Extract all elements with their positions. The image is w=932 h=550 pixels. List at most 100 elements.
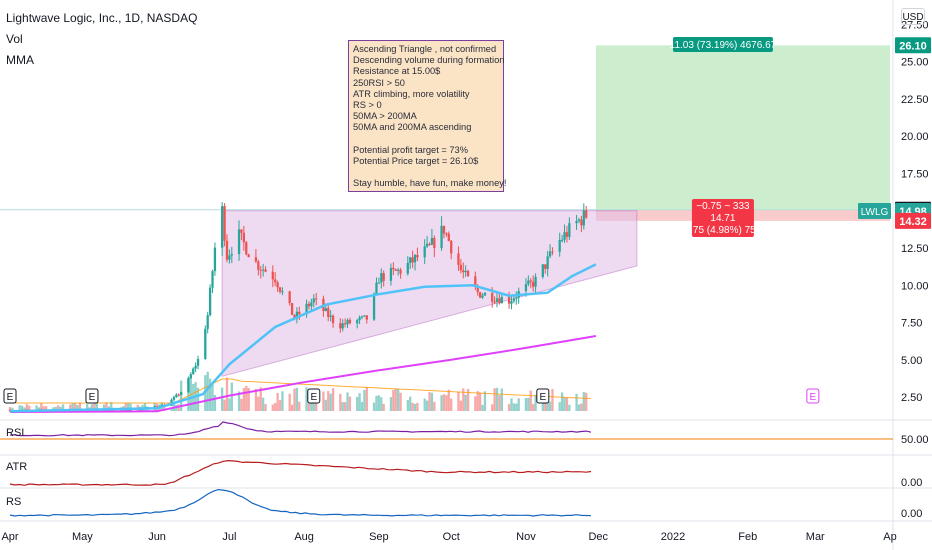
y-tick-label: 22.50 [901, 94, 929, 106]
candle-body [341, 323, 344, 329]
volume-bar [389, 397, 393, 411]
candle-body [245, 242, 248, 255]
volume-bar [512, 403, 516, 411]
candle-body [500, 296, 503, 304]
candle-body [305, 303, 308, 315]
volume-bar [585, 392, 588, 411]
volume-bar [548, 401, 552, 411]
volume-bar [78, 402, 82, 411]
ticker-badge-label: LWLG [861, 207, 889, 218]
volume-bar [288, 393, 291, 411]
volume-bar [170, 407, 173, 411]
candle-body [331, 315, 335, 324]
earnings-marker[interactable] [85, 388, 99, 404]
candle-body [425, 243, 429, 247]
candle-body [442, 225, 446, 234]
volume-bar [500, 388, 503, 411]
currency-button[interactable]: USD [901, 8, 925, 25]
volume-bar [430, 392, 434, 411]
volume-bar [409, 396, 412, 411]
earnings-marker[interactable] [307, 388, 321, 404]
y-tick-label: 27.50 [901, 19, 929, 31]
volume-bar [206, 371, 209, 411]
volume-bar [517, 398, 520, 411]
volume-bar [230, 382, 233, 411]
volume-bar [363, 389, 366, 411]
volume-bar [110, 402, 113, 411]
candle-body [524, 284, 528, 292]
candle-body [466, 270, 470, 277]
volume-bar [40, 402, 43, 411]
risk-label-line: 14.71 [710, 213, 735, 224]
volume-bar [23, 407, 26, 411]
volume-bar [464, 394, 467, 411]
profit-zone [595, 45, 890, 210]
ma200-line [9, 335, 597, 413]
y-tick-label: 20.00 [901, 131, 929, 143]
volume-bar [293, 388, 296, 411]
candle-body [358, 317, 361, 321]
x-tick-label: Feb [738, 531, 757, 543]
price-badge-label: 14.32 [899, 216, 927, 228]
candle-body [423, 246, 426, 258]
candle-body [257, 261, 260, 270]
volume-bar [397, 388, 400, 411]
candle-body [534, 276, 537, 287]
note-line: Potential Price target = 26.10$ [353, 156, 479, 167]
candle-body [430, 237, 434, 245]
earnings-marker[interactable] [3, 388, 17, 404]
volume-bar [245, 385, 248, 411]
pane-value-label: 0.00 [901, 477, 922, 489]
candle-body [312, 298, 315, 303]
volume-bar [18, 405, 21, 411]
candle-body [548, 251, 552, 257]
candle-body [498, 298, 501, 304]
volume-bar [481, 404, 484, 411]
volume-bar [510, 398, 513, 411]
volume-bar [129, 403, 132, 411]
volume-bar [527, 397, 530, 411]
profit-label-box [672, 37, 773, 52]
volume-bar [558, 402, 561, 411]
candle-body [377, 282, 381, 284]
candle-body [372, 293, 376, 320]
note-line: Descending volume during formation [353, 55, 505, 66]
y-tick-label: 5.00 [901, 355, 922, 367]
volume-bar [278, 400, 282, 411]
volume-bar [225, 377, 229, 411]
volume-bar [360, 401, 364, 411]
volume-bar [69, 404, 72, 411]
candle-body [575, 220, 578, 224]
candle-body [392, 267, 395, 270]
candle-body [254, 257, 258, 262]
candle-body [558, 239, 561, 252]
volume-bar [425, 400, 429, 411]
candle-body [221, 206, 224, 248]
volume-bar [580, 403, 583, 411]
volume-bar [416, 402, 419, 411]
candle-body [262, 269, 265, 271]
candle-body [346, 319, 349, 325]
volume-bar [59, 406, 62, 411]
volume-bar [295, 387, 299, 411]
volume-ma-line [10, 378, 592, 404]
earnings-marker[interactable] [806, 388, 820, 404]
note-box[interactable]: Ascending Triangle , not confirmed Desce… [348, 40, 506, 192]
candle-body [223, 206, 226, 241]
candle-body [476, 286, 479, 293]
earnings-marker-label: E [810, 392, 817, 403]
volume-bar [126, 402, 130, 411]
volume-bar [413, 403, 417, 411]
volume-bar [276, 393, 279, 411]
volume-bar [466, 388, 470, 411]
candle-body [382, 273, 385, 281]
y-tick-label: 2.50 [901, 392, 922, 404]
volume-bar [346, 392, 349, 411]
x-tick-label: Sep [369, 531, 389, 543]
candle-body [172, 397, 176, 400]
earnings-marker[interactable] [536, 388, 550, 404]
candle-body [211, 271, 214, 288]
volume-bar [25, 404, 29, 411]
risk-label-box [691, 199, 754, 237]
